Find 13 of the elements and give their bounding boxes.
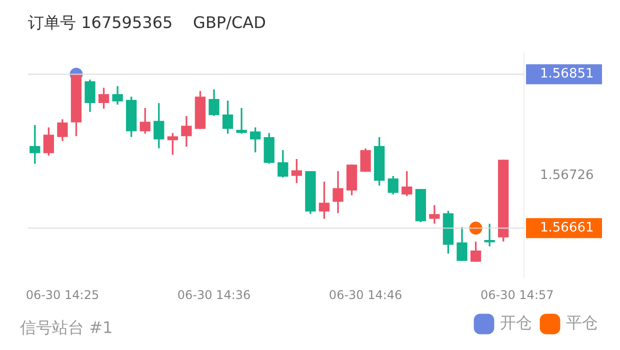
x-tick-label: 06-30 14:25 <box>26 288 100 302</box>
x-tick-label: 06-30 14:36 <box>177 288 251 302</box>
y-tick-label: 1.56726 <box>540 168 594 183</box>
y-tick-label: 1.56851 <box>540 66 594 82</box>
candlestick <box>429 205 440 224</box>
x-tick-label: 06-30 14:57 <box>480 288 554 302</box>
chart-title: 订单号 167595365 GBP/CAD <box>28 12 266 32</box>
candlestick <box>484 224 495 246</box>
legend-label: 平仓 <box>566 313 598 332</box>
x-tick-label: 06-30 14:46 <box>328 288 402 302</box>
legend-label: 开仓 <box>500 313 532 332</box>
text: 信号站台 #1 <box>20 318 113 338</box>
y-tick-label: 1.56661 <box>540 220 594 236</box>
